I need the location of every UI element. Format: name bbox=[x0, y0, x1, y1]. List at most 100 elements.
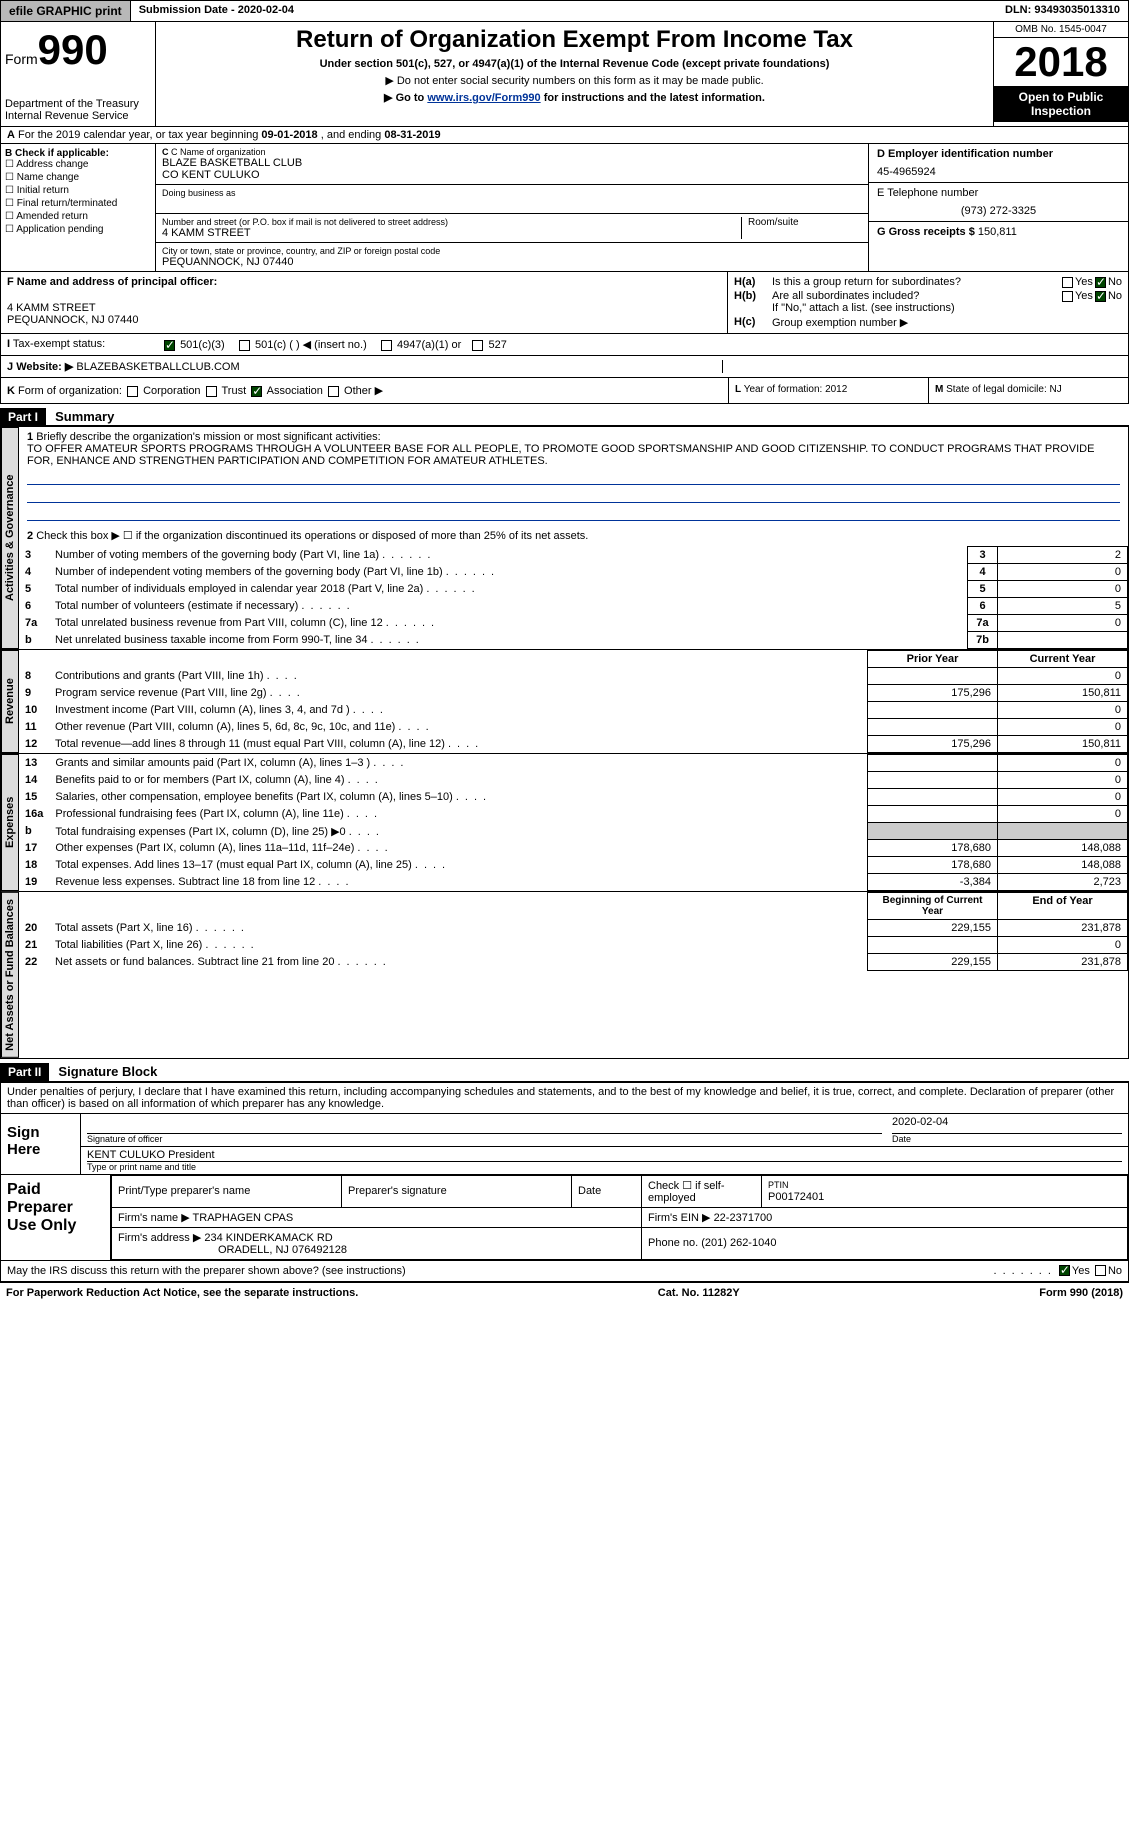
part2-header: Part II bbox=[0, 1063, 49, 1081]
chk-527[interactable] bbox=[472, 340, 483, 351]
side-net: Net Assets or Fund Balances bbox=[1, 892, 19, 1058]
chk-amend[interactable]: ☐ Amended return bbox=[5, 211, 151, 222]
topbar: efile GRAPHIC print Submission Date - 20… bbox=[0, 0, 1129, 22]
header-row: Form990 Department of the Treasury Inter… bbox=[0, 22, 1129, 127]
chk-app[interactable]: ☐ Application pending bbox=[5, 224, 151, 235]
phone-value: (973) 272-3325 bbox=[877, 205, 1120, 217]
side-rev: Revenue bbox=[1, 650, 19, 753]
header-left: Form990 Department of the Treasury Inter… bbox=[1, 22, 156, 126]
sign-section: Sign Here Signature of officer 2020-02-0… bbox=[0, 1114, 1129, 1175]
net-section: Net Assets or Fund Balances Beginning of… bbox=[0, 892, 1129, 1059]
name-label: C Name of organization bbox=[171, 147, 266, 157]
chk-addr[interactable]: ☐ Address change bbox=[5, 159, 151, 170]
preparer-table: Print/Type preparer's name Preparer's si… bbox=[111, 1175, 1128, 1260]
website-value: BLAZEBASKETBALLCLUB.COM bbox=[76, 361, 239, 373]
omb-number: OMB No. 1545-0047 bbox=[994, 22, 1128, 38]
chk-initial[interactable]: ☐ Initial return bbox=[5, 185, 151, 196]
submission-date: 2020-02-04 bbox=[238, 4, 294, 16]
opt-527: 527 bbox=[488, 339, 506, 351]
f-addr2: PEQUANNOCK, NJ 07440 bbox=[7, 314, 721, 326]
hb-text: Are all subordinates included? bbox=[772, 290, 1060, 302]
discuss-yes[interactable]: Yes bbox=[1057, 1265, 1090, 1277]
footer: For Paperwork Reduction Act Notice, see … bbox=[0, 1282, 1129, 1303]
ptin-label: PTIN bbox=[768, 1180, 789, 1190]
sub3-pre: ▶ Go to bbox=[384, 92, 427, 104]
chk-assoc[interactable] bbox=[251, 386, 262, 397]
submission-cell: Submission Date - 2020-02-04 bbox=[131, 1, 997, 21]
header-mid: Return of Organization Exempt From Incom… bbox=[156, 22, 993, 126]
firm-phone: (201) 262-1040 bbox=[701, 1237, 776, 1249]
col-b: B Check if applicable: ☐ Address change … bbox=[1, 144, 156, 271]
chk-501c[interactable] bbox=[239, 340, 250, 351]
footer-mid: Cat. No. 11282Y bbox=[658, 1287, 740, 1299]
hb-label: H(b) bbox=[734, 290, 772, 302]
f-label: F Name and address of principal officer: bbox=[7, 276, 217, 288]
street-box: Number and street (or P.O. box if mail i… bbox=[156, 214, 868, 243]
l1-num: 1 bbox=[27, 431, 33, 443]
no-label3: No bbox=[1108, 1265, 1122, 1277]
no-label2: No bbox=[1108, 290, 1122, 302]
hc-text: Group exemption number ▶ bbox=[772, 316, 908, 329]
dept-text: Department of the Treasury Internal Reve… bbox=[5, 98, 151, 122]
sub3: ▶ Go to www.irs.gov/Form990 for instruct… bbox=[160, 91, 989, 104]
chk-other[interactable] bbox=[328, 386, 339, 397]
firm-phone-cell: Phone no. (201) 262-1040 bbox=[642, 1227, 1128, 1259]
discuss-no[interactable]: No bbox=[1093, 1265, 1122, 1277]
street-value: 4 KAMM STREET bbox=[162, 227, 735, 239]
mission-text: TO OFFER AMATEUR SPORTS PROGRAMS THROUGH… bbox=[27, 443, 1094, 467]
dba-label: Doing business as bbox=[162, 188, 862, 198]
l-box: L Year of formation: 2012 bbox=[728, 378, 928, 403]
chk-app-label: Application pending bbox=[16, 224, 103, 235]
sign-here-label: Sign Here bbox=[1, 1114, 81, 1174]
firm-ein-cell: Firm's EIN ▶ 22-2371700 bbox=[642, 1207, 1128, 1227]
irs-link[interactable]: www.irs.gov/Form990 bbox=[427, 92, 540, 104]
col-d: D Employer identification number 45-4965… bbox=[868, 144, 1128, 271]
chk-trust[interactable] bbox=[206, 386, 217, 397]
hb-yes[interactable]: Yes bbox=[1060, 290, 1093, 302]
pt-sig-label: Preparer's signature bbox=[342, 1175, 572, 1207]
chk-corp[interactable] bbox=[127, 386, 138, 397]
row-k: K Form of organization: Corporation Trus… bbox=[0, 378, 1129, 404]
mission-box: 1 Briefly describe the organization's mi… bbox=[19, 427, 1128, 525]
pt-check[interactable]: Check ☐ if self-employed bbox=[642, 1175, 762, 1207]
m-text: State of legal domicile: bbox=[946, 384, 1049, 395]
opt-corp: Corporation bbox=[143, 385, 200, 397]
chk-final-label: Final return/terminated bbox=[17, 198, 118, 209]
chk-501c3[interactable] bbox=[164, 340, 175, 351]
a-mid: , and ending bbox=[321, 129, 385, 141]
gross-box: G Gross receipts $ 150,811 bbox=[869, 222, 1128, 242]
l2-text: Check this box ▶ ☐ if the organization d… bbox=[36, 530, 588, 542]
efile-button[interactable]: efile GRAPHIC print bbox=[1, 1, 131, 21]
l-text: Year of formation: bbox=[744, 384, 825, 395]
gross-value: 150,811 bbox=[978, 226, 1017, 238]
hc-label: H(c) bbox=[734, 316, 772, 329]
preparer-section: Paid Preparer Use Only Print/Type prepar… bbox=[0, 1175, 1129, 1261]
f-box: F Name and address of principal officer:… bbox=[1, 272, 728, 333]
tax-year: 2018 bbox=[994, 38, 1128, 86]
dln-value: 93493035013310 bbox=[1034, 4, 1120, 16]
chk-amend-label: Amended return bbox=[16, 211, 88, 222]
firm-name-label: Firm's name ▶ bbox=[118, 1212, 190, 1224]
chk-4947[interactable] bbox=[381, 340, 392, 351]
hb-no[interactable]: No bbox=[1093, 290, 1122, 302]
yes-label2: Yes bbox=[1075, 290, 1093, 302]
ptin-value: P00172401 bbox=[768, 1191, 824, 1203]
discuss-text: May the IRS discuss this return with the… bbox=[7, 1265, 994, 1277]
ha-yes[interactable]: Yes bbox=[1060, 276, 1093, 288]
opt-501c: 501(c) ( ) ◀ (insert no.) bbox=[255, 339, 367, 351]
rev-section: Revenue Prior Year Current Year8 Contrib… bbox=[0, 650, 1129, 754]
side-gov: Activities & Governance bbox=[1, 427, 19, 649]
chk-final[interactable]: ☐ Final return/terminated bbox=[5, 198, 151, 209]
hc-right bbox=[722, 360, 1122, 373]
opt-trust: Trust bbox=[221, 385, 246, 397]
footer-right: Form 990 (2018) bbox=[1039, 1287, 1123, 1299]
row-a: A For the 2019 calendar year, or tax yea… bbox=[0, 127, 1129, 144]
form-title: Return of Organization Exempt From Incom… bbox=[160, 26, 989, 54]
sig-officer-label: Signature of officer bbox=[87, 1134, 882, 1144]
header-right: OMB No. 1545-0047 2018 Open to Public In… bbox=[993, 22, 1128, 126]
ein-box: D Employer identification number 45-4965… bbox=[869, 144, 1128, 183]
ha-no[interactable]: No bbox=[1093, 276, 1122, 288]
ptin-cell: PTINP00172401 bbox=[762, 1175, 1128, 1207]
k-label: K bbox=[7, 385, 15, 397]
chk-name[interactable]: ☐ Name change bbox=[5, 172, 151, 183]
